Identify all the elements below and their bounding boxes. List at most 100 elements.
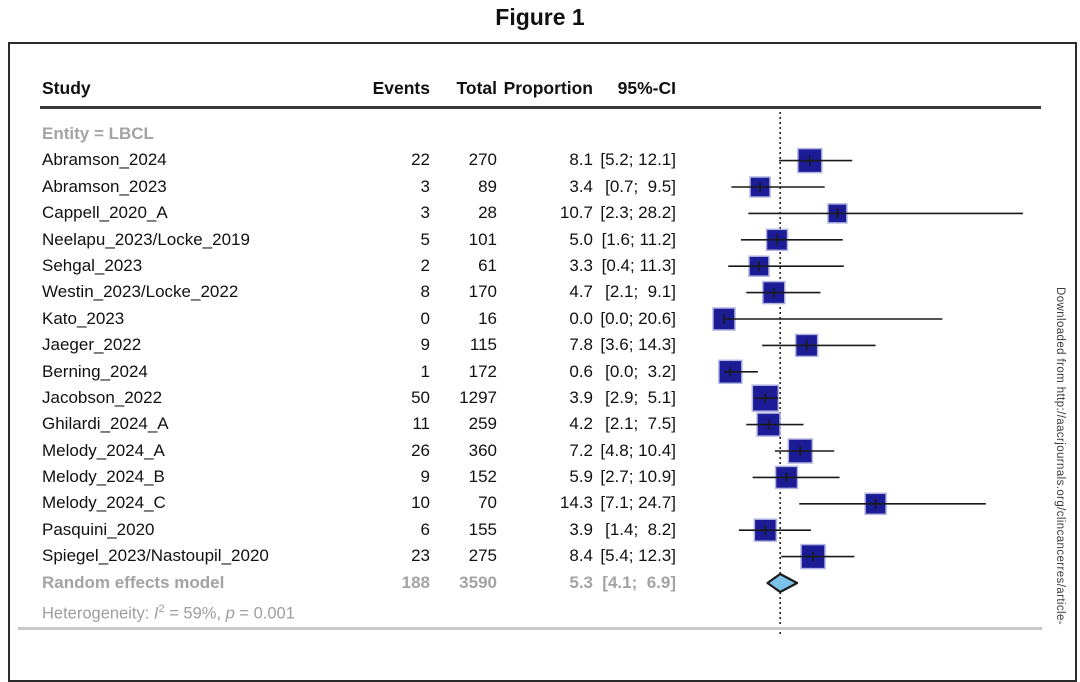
- cell-ci: [2.1; 7.5]: [605, 414, 676, 434]
- cell-events: 8: [420, 282, 430, 302]
- cell-total: 170: [468, 282, 497, 302]
- table-row: Abramson_2023 3 89 3.4 [0.7; 9.5]: [0, 174, 1080, 200]
- cell-events: 10: [411, 493, 430, 513]
- cell-ci: [0.0; 20.6]: [600, 308, 676, 328]
- cell-total: 152: [468, 467, 497, 487]
- cell-ci: [2.3; 28.2]: [600, 203, 676, 223]
- cell-proportion: 4.7: [569, 282, 593, 302]
- cell-proportion: 3.4: [569, 176, 593, 196]
- cell-total: 155: [468, 519, 497, 539]
- table-row: Cappell_2020_A 3 28 10.7 [2.3; 28.2]: [0, 200, 1080, 226]
- cell-study: Neelapu_2023/Locke_2019: [42, 229, 250, 249]
- cell-proportion: 0.0: [569, 308, 593, 328]
- table-row: Jacobson_2022 50 1297 3.9 [2.9; 5.1]: [0, 385, 1080, 411]
- table-row: Sehgal_2023 2 61 3.3 [0.4; 11.3]: [0, 253, 1080, 279]
- cell-total: 101: [468, 229, 497, 249]
- cell-study: Spiegel_2023/Nastoupil_2020: [42, 546, 269, 566]
- cell-ci: [0.7; 9.5]: [605, 176, 676, 196]
- table-row: Pasquini_2020 6 155 3.9 [1.4; 8.2]: [0, 517, 1080, 543]
- table-row: Melody_2024_A 26 360 7.2 [4.8; 10.4]: [0, 438, 1080, 464]
- cell-total: 3590: [459, 572, 497, 592]
- cell-ci: [2.9; 5.1]: [605, 387, 676, 407]
- cell-study: Kato_2023: [42, 308, 125, 328]
- cell-events: 3: [420, 203, 430, 223]
- column-header-ci: 95%-CI: [617, 78, 676, 98]
- cell-proportion: 8.4: [569, 546, 593, 566]
- cell-total: 270: [468, 150, 497, 170]
- figure-title: Figure 1: [495, 4, 585, 30]
- cell-study: Cappell_2020_A: [42, 203, 168, 223]
- cell-proportion: 4.2: [569, 414, 593, 434]
- cell-ci: [0.0; 3.2]: [605, 361, 676, 381]
- cell-proportion: 0.6: [569, 361, 593, 381]
- cell-proportion: 3.9: [569, 387, 593, 407]
- cell-study: Jaeger_2022: [42, 335, 142, 355]
- cell-ci: [2.7; 10.9]: [600, 467, 676, 487]
- cell-study: Sehgal_2023: [42, 255, 143, 275]
- cell-events: 26: [411, 440, 430, 460]
- table-row: Spiegel_2023/Nastoupil_2020 23 275 8.4 [5.4;…: [0, 543, 1080, 569]
- cell-ci: [4.1; 6.9]: [602, 572, 676, 592]
- column-header-proportion: Proportion: [503, 78, 593, 98]
- cell-events: 1: [420, 361, 430, 381]
- cell-total: 275: [468, 546, 497, 566]
- cell-study: Melody_2024_C: [42, 493, 166, 513]
- study-table: Entity = LBCL Abramson_2024 22 270 8.1 [5.2;…: [0, 121, 1080, 623]
- cell-total: 70: [478, 493, 497, 513]
- cell-total: 360: [468, 440, 497, 460]
- table-row: Jaeger_2022 9 115 7.8 [3.6; 14.3]: [0, 332, 1080, 358]
- group-label: Entity = LBCL: [42, 124, 154, 143]
- cell-study: Abramson_2024: [42, 150, 167, 170]
- table-row: Kato_2023 0 16 0.0 [0.0; 20.6]: [0, 306, 1080, 332]
- cell-proportion: 7.8: [569, 335, 593, 355]
- cell-ci: [0.4; 11.3]: [601, 255, 676, 275]
- cell-events: 9: [420, 335, 430, 355]
- cell-events: 22: [411, 150, 430, 170]
- cell-ci: [2.1; 9.1]: [605, 282, 676, 302]
- table-row: Melody_2024_C 10 70 14.3 [7.1; 24.7]: [0, 490, 1080, 516]
- cell-events: 3: [420, 176, 430, 196]
- column-header-study: Study: [42, 78, 91, 98]
- cell-ci: [5.2; 12.1]: [600, 150, 676, 170]
- figure-border-box: [8, 42, 1077, 682]
- table-row: Abramson_2024 22 270 8.1 [5.2; 12.1]: [0, 147, 1080, 173]
- cell-proportion: 3.9: [569, 519, 593, 539]
- cell-study: Abramson_2023: [42, 176, 167, 196]
- cell-total: 28: [478, 203, 497, 223]
- cell-total: 61: [478, 255, 497, 275]
- cell-study: Westin_2023/Locke_2022: [42, 282, 239, 302]
- figure-1-forest-plot: Figure 1 Study Events Total Proportion 9…: [0, 4, 1080, 682]
- cell-total: 1297: [459, 387, 497, 407]
- column-header-events: Events: [372, 78, 430, 98]
- cell-study: Melody_2024_A: [42, 440, 165, 460]
- cell-total: 172: [468, 361, 497, 381]
- cell-total: 259: [468, 414, 497, 434]
- cell-ci: [4.8; 10.4]: [600, 440, 676, 460]
- cell-ci: [1.4; 8.2]: [605, 519, 676, 539]
- cell-ci: [7.1; 24.7]: [600, 493, 676, 513]
- cell-study: Jacobson_2022: [42, 387, 163, 407]
- cell-events: 5: [420, 229, 430, 249]
- cell-events: 188: [401, 572, 430, 592]
- bottom-rule: [18, 627, 1042, 630]
- cell-events: 50: [411, 387, 430, 407]
- cell-study: Pasquini_2020: [42, 519, 155, 539]
- header-rule: [40, 106, 1041, 109]
- cell-events: 23: [411, 546, 430, 566]
- cell-ci: [3.6; 14.3]: [600, 335, 676, 355]
- heterogeneity-row: Heterogeneity: I2 = 59%, p = 0.001: [0, 596, 1080, 623]
- summary-row: Random effects model 188 3590 5.3 [4.1; 6.9]: [0, 570, 1080, 596]
- cell-ci: [5.4; 12.3]: [600, 546, 676, 566]
- cell-proportion: 5.0: [569, 229, 593, 249]
- cell-proportion: 5.9: [569, 467, 593, 487]
- table-row: Melody_2024_B 9 152 5.9 [2.7; 10.9]: [0, 464, 1080, 490]
- cell-total: 16: [478, 308, 497, 328]
- cell-study: Ghilardi_2024_A: [42, 414, 169, 434]
- journal-watermark: Downloaded from http://aacrjournals.org/…: [1054, 287, 1066, 625]
- cell-events: 9: [420, 467, 430, 487]
- cell-study: Random effects model: [42, 572, 225, 592]
- cell-events: 0: [420, 308, 430, 328]
- cell-proportion: 10.7: [559, 203, 593, 223]
- column-header-total: Total: [456, 78, 497, 98]
- cell-total: 115: [469, 335, 497, 355]
